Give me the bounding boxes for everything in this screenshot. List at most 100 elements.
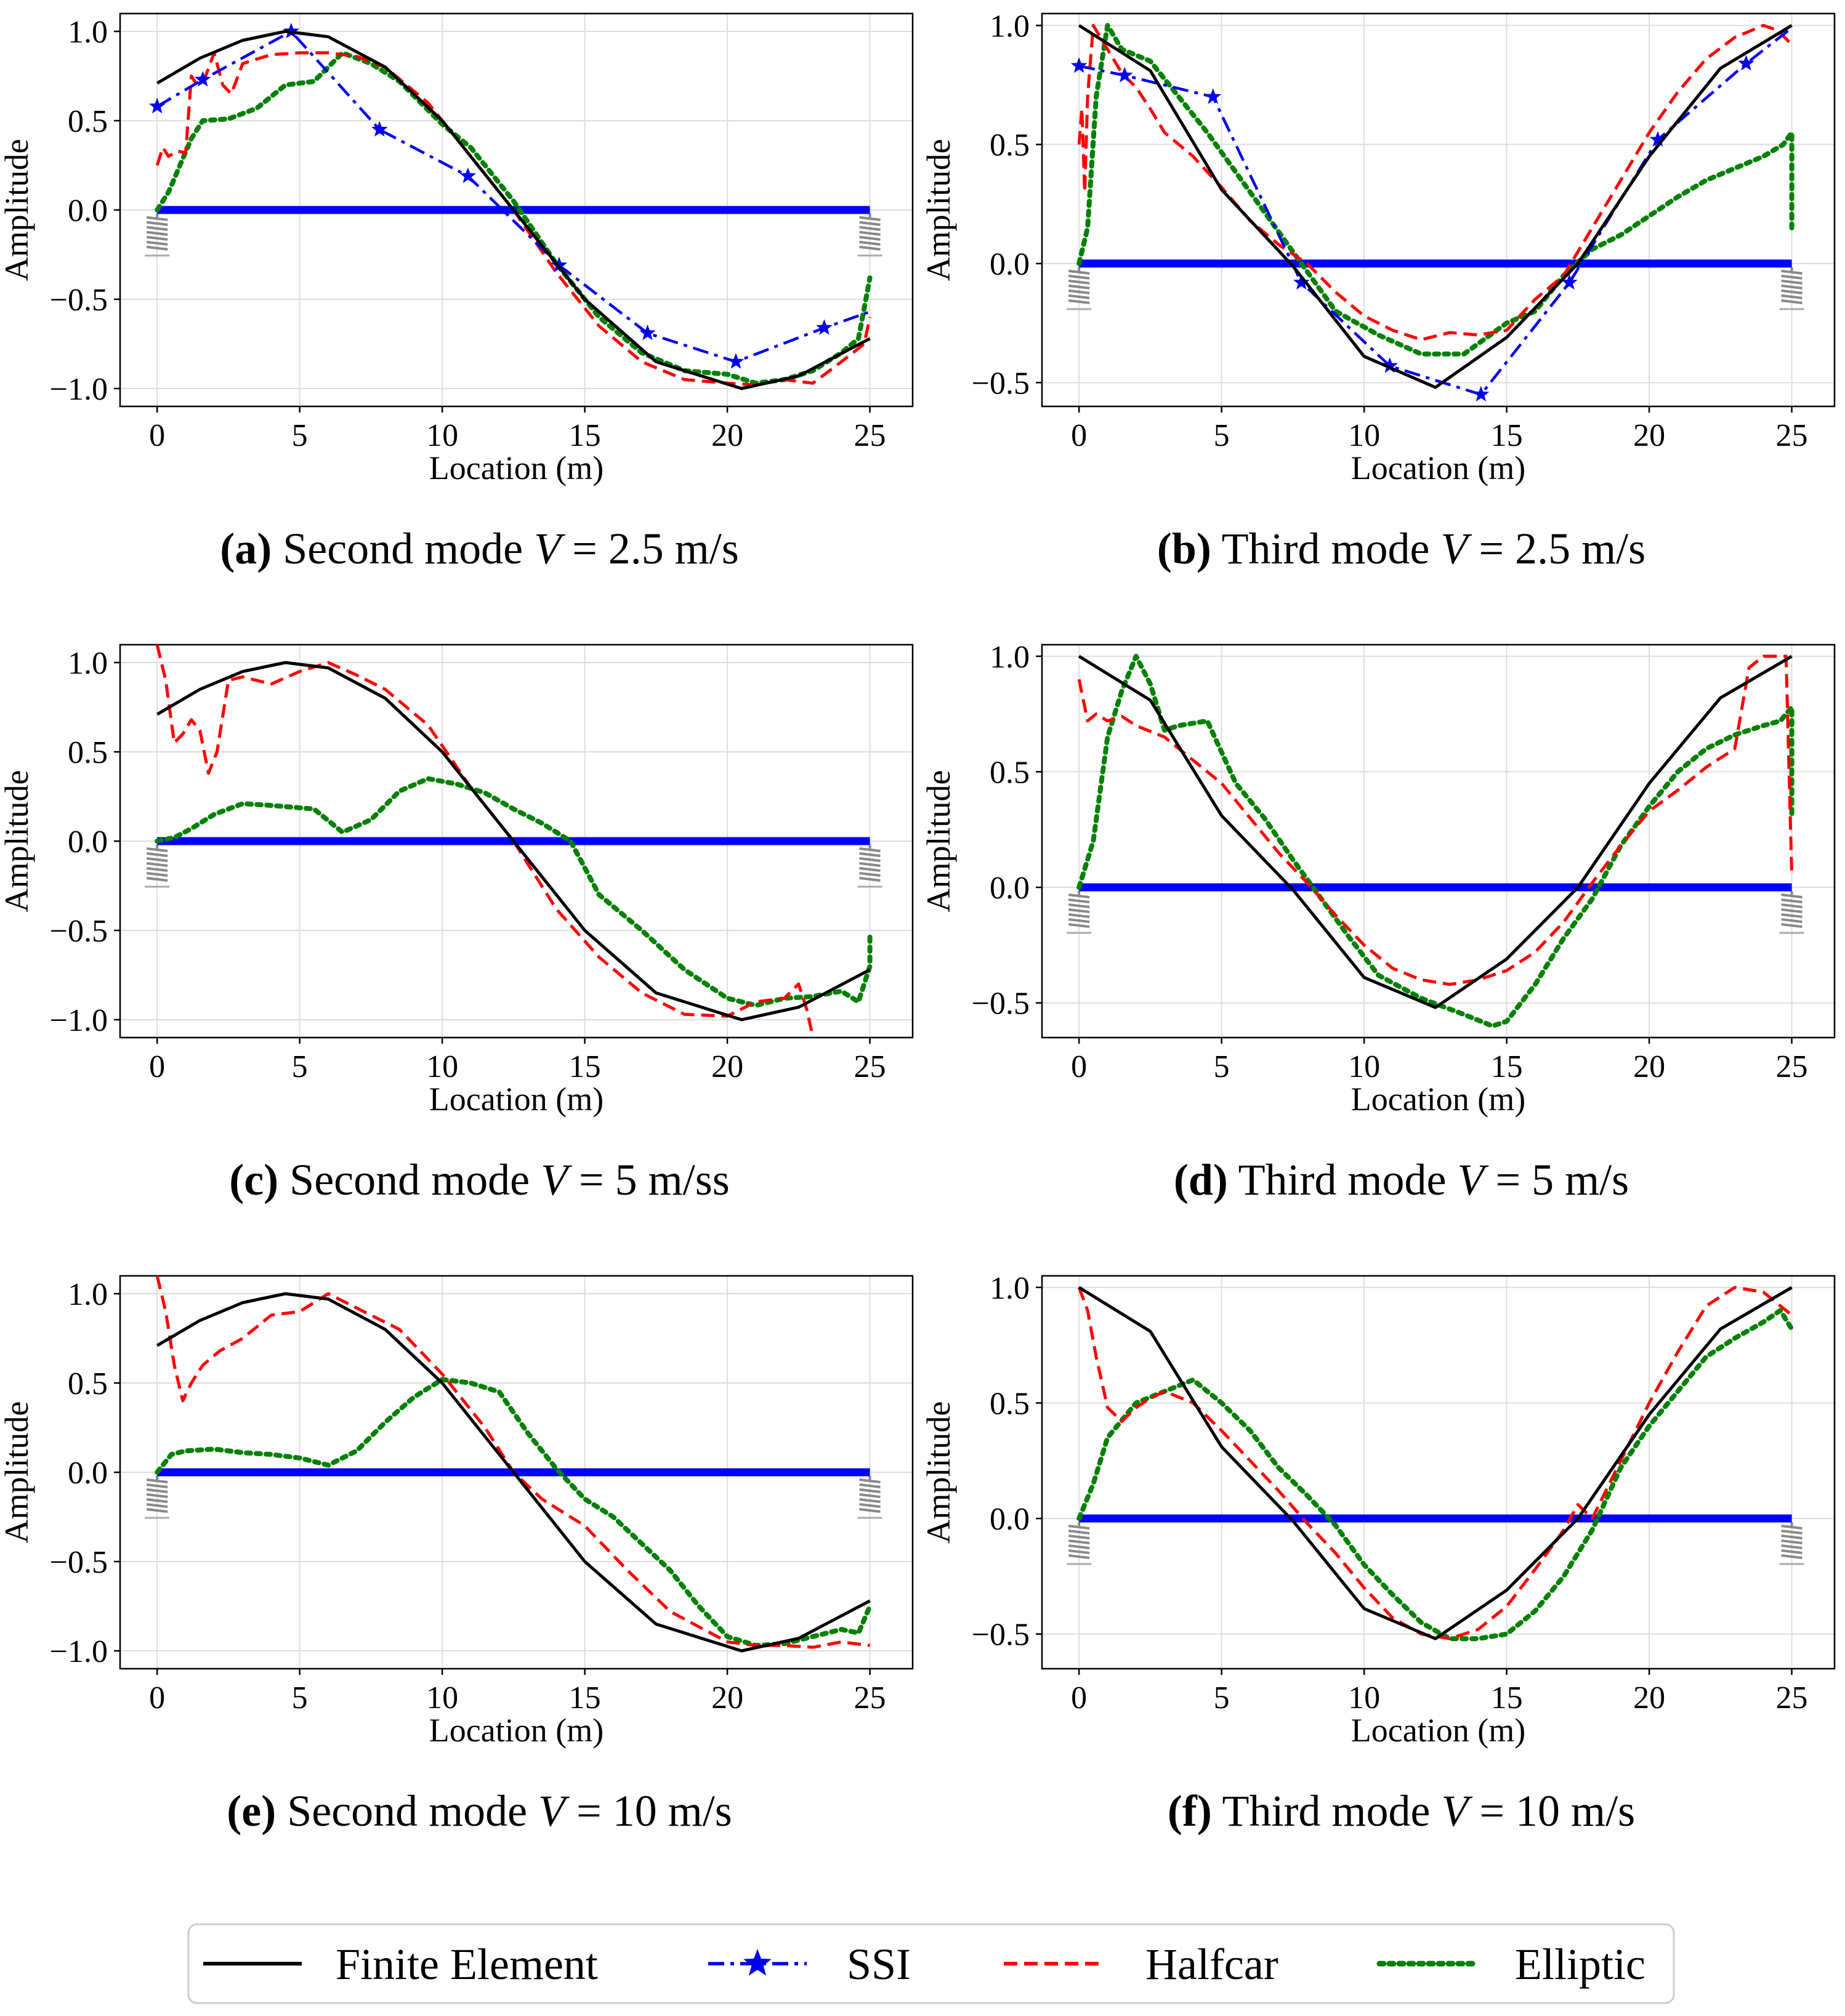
panels: 0 5 10 15 20 25 −1.0 −0.5 0.0 0.5 1.0 Location (m) A… [0, 9, 1836, 1836]
caption-value: = 10 m/s [1468, 1786, 1635, 1836]
support-spring-left [1067, 267, 1092, 310]
support-spring-right [1779, 891, 1804, 934]
y-tick-label: 1.0 [990, 1271, 1030, 1306]
caption-mode: Second mode [278, 1155, 541, 1204]
x-tick-label: 15 [1491, 1049, 1523, 1084]
caption-mode: Second mode [276, 1786, 538, 1836]
series-line-halfcar [1077, 655, 1794, 986]
caption-mode: Third mode [1228, 1155, 1458, 1204]
series-line-halfcar [155, 51, 872, 387]
y-tick-label: 0.5 [68, 735, 108, 770]
x-tick-label: 5 [1214, 418, 1230, 453]
ssi-marker [1472, 385, 1490, 401]
axes-frame [1041, 643, 1836, 1039]
x-tick-label: 25 [1776, 1049, 1808, 1084]
panel-a: 0 5 10 15 20 25 −1.0 −0.5 0.0 0.5 1.0 Location (m) A… [0, 12, 914, 573]
x-tick-label: 15 [569, 1049, 601, 1084]
y-tick-label: −0.5 [50, 914, 108, 949]
caption-variable: V [534, 524, 565, 573]
ssi-marker [148, 97, 166, 114]
series-line-elliptic [1076, 653, 1795, 1029]
y-tick-label: −1.0 [50, 1003, 108, 1038]
caption-variable: V [538, 1786, 570, 1836]
x-tick-label: 20 [1633, 1680, 1665, 1716]
series-line-ssi [156, 30, 871, 363]
panel-caption: (d) Third mode V = 5 m/s [1174, 1155, 1629, 1204]
support-spring-right [1779, 1522, 1804, 1565]
x-tick-label: 15 [569, 418, 601, 453]
panel-caption: (f) Third mode V = 10 m/s [1168, 1786, 1635, 1836]
series-line-halfcar [155, 1276, 870, 1649]
plot-area [1076, 1286, 1795, 1642]
caption-variable: V [541, 1155, 572, 1204]
support-spring-left [145, 1476, 170, 1519]
x-axis-label: Location (m) [1351, 450, 1525, 486]
x-tick-label: 10 [1348, 1049, 1380, 1084]
support-spring-left [145, 845, 170, 888]
y-tick-label: 0.5 [990, 128, 1030, 163]
caption-value: = 10 m/s [565, 1786, 732, 1836]
x-tick-label: 25 [854, 1049, 886, 1084]
x-tick-label: 25 [854, 418, 886, 453]
y-tick-label: 0.5 [990, 755, 1030, 790]
caption-variable: V [1458, 1155, 1489, 1204]
plot-area [148, 23, 873, 390]
series-line-elliptic [155, 776, 873, 1008]
x-tick-label: 5 [1214, 1680, 1230, 1716]
series-line-ssi [1078, 26, 1793, 396]
panel-c: 0 5 10 15 20 25 −1.0 −0.5 0.0 0.5 1.0 Location (m) A… [0, 643, 914, 1204]
x-tick-label: 0 [149, 1049, 165, 1084]
ssi-marker [727, 353, 745, 369]
series-line-halfcar [1077, 1286, 1793, 1640]
ssi-marker [1293, 273, 1310, 290]
series-line-elliptic [155, 50, 873, 386]
support-spring-right [857, 1476, 882, 1519]
y-tick-label: −1.0 [50, 1634, 108, 1669]
series-line-finite-element [1078, 24, 1793, 389]
y-tick-label: 0.0 [68, 825, 108, 860]
caption-variable: V [1441, 1786, 1472, 1836]
legend-star-marker [743, 1949, 772, 1976]
y-tick-label: −1.0 [50, 372, 108, 407]
y-tick-label: 1.0 [990, 9, 1030, 44]
x-tick-label: 25 [854, 1680, 886, 1716]
y-tick-label: 0.0 [990, 247, 1030, 282]
x-axis-label: Location (m) [1351, 1081, 1525, 1118]
caption-mode: Second mode [272, 524, 534, 573]
x-tick-label: 10 [1348, 418, 1380, 453]
y-tick-label: 1.0 [68, 1277, 108, 1312]
y-tick-label: −0.5 [50, 283, 108, 318]
series-line-elliptic [1076, 1308, 1795, 1642]
caption-letter: (a) [220, 524, 272, 573]
caption-value: = 2.5 m/s [561, 524, 739, 573]
caption-mode: Third mode [1211, 524, 1441, 573]
series-line-elliptic [155, 1377, 873, 1648]
panel-caption: (b) Third mode V = 2.5 m/s [1157, 524, 1645, 573]
legend-label: Elliptic [1515, 1940, 1645, 1989]
y-tick-label: 0.0 [990, 1502, 1030, 1537]
caption-letter: (c) [229, 1155, 278, 1204]
y-axis-label: Amplitude [920, 1401, 957, 1544]
y-axis-label: Amplitude [0, 1401, 35, 1544]
y-tick-label: 0.0 [68, 193, 108, 228]
ssi-marker [816, 319, 833, 335]
x-tick-label: 20 [711, 1680, 743, 1716]
caption-mode: Third mode [1212, 1786, 1442, 1836]
caption-letter: (e) [227, 1786, 276, 1836]
ssi-marker [1738, 55, 1754, 71]
plot-area [1070, 23, 1795, 401]
x-tick-label: 25 [1776, 1680, 1808, 1716]
x-tick-label: 15 [1491, 1680, 1523, 1716]
x-tick-label: 10 [426, 1049, 458, 1084]
series-line-finite-element [156, 661, 871, 1022]
panel-d: 0 5 10 15 20 25 −0.5 0.0 0.5 1.0 Location (m) Ampli… [920, 640, 1836, 1204]
y-tick-label: 1.0 [990, 640, 1030, 675]
caption-value: = 5 m/ss [568, 1155, 730, 1204]
series-line-halfcar [1077, 23, 1793, 342]
y-tick-label: 1.0 [68, 15, 108, 50]
series-line-finite-element [1078, 1286, 1793, 1640]
x-axis-label: Location (m) [429, 1712, 604, 1749]
series-line-elliptic [1076, 23, 1795, 357]
ssi-marker [371, 121, 388, 137]
support-spring-right [857, 214, 882, 257]
